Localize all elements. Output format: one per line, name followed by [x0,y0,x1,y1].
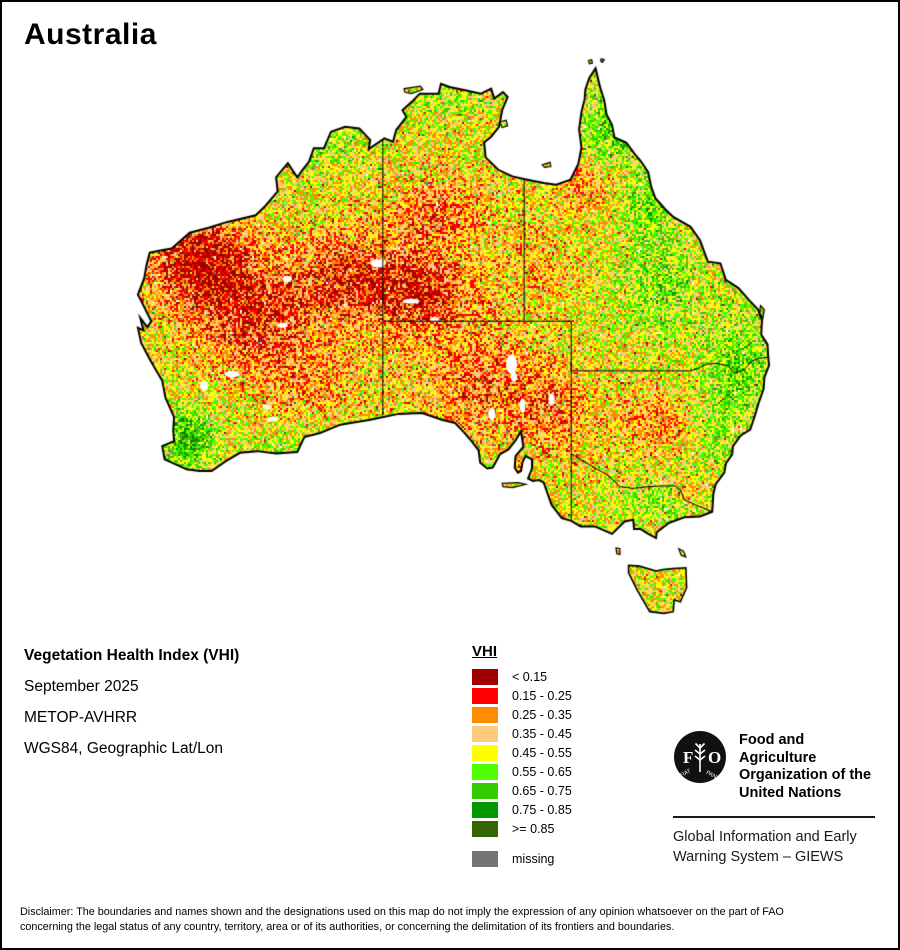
australia-vhi-map [122,54,802,629]
legend-swatch [472,783,498,799]
legend-row: 0.15 - 0.25 [472,688,642,704]
map-info-sensor: METOP-AVHRR [24,709,138,726]
legend-label: 0.75 - 0.85 [512,803,572,817]
legend-row: 0.75 - 0.85 [472,802,642,818]
legend-label: missing [512,852,555,866]
wheat-ear-icon [694,742,706,772]
legend-row: 0.25 - 0.35 [472,707,642,723]
legend-row: >= 0.85 [472,821,642,837]
legend-swatch [472,764,498,780]
legend-row: missing [472,851,642,867]
legend-row: 0.55 - 0.65 [472,764,642,780]
legend-label: 0.15 - 0.25 [512,689,572,703]
legend-swatch [472,726,498,742]
fao-org-name: Food and Agriculture Organization of the… [739,732,872,801]
map-info-block: Vegetation Health Index (VHI) September … [24,648,239,772]
svg-text:FIAT: FIAT [679,768,693,779]
legend-swatch [472,688,498,704]
legend-label: 0.35 - 0.45 [512,727,572,741]
svg-text:F: F [683,748,693,767]
map-info-title: Vegetation Health Index (VHI) [24,647,240,664]
fao-divider [673,816,875,818]
legend-label: >= 0.85 [512,822,555,836]
giews-name: Global Information and Early Warning Sys… [673,829,857,865]
legend-row: 0.45 - 0.55 [472,745,642,761]
legend-label: 0.55 - 0.65 [512,765,572,779]
disclaimer-text: Disclaimer: The boundaries and names sho… [20,905,880,934]
legend-rows: < 0.15 0.15 - 0.25 0.25 - 0.35 0.35 - 0.45 0… [472,669,642,867]
legend-swatch [472,802,498,818]
legend-label: 0.45 - 0.55 [512,746,572,760]
svg-text:O: O [708,748,721,767]
legend-row: < 0.15 [472,669,642,685]
fao-logo-icon: F O FIAT PANIS [674,731,726,783]
legend-row: 0.35 - 0.45 [472,726,642,742]
legend-title: VHI [472,643,498,660]
legend-swatch [472,669,498,685]
legend-label: 0.25 - 0.35 [512,708,572,722]
map-info-projection: WGS84, Geographic Lat/Lon [24,740,224,757]
disclaimer-line-2: concerning the legal status of any count… [20,920,675,933]
legend-row: 0.65 - 0.75 [472,783,642,799]
legend-label: < 0.15 [512,670,548,684]
legend-swatch [472,745,498,761]
legend-swatch [472,851,498,867]
legend-label: 0.65 - 0.75 [512,784,572,798]
fao-header: F O FIAT PANIS Food and Agriculture Orga… [673,730,883,802]
legend-swatch [472,821,498,837]
page-title: Australia [24,18,157,51]
legend-swatch [472,707,498,723]
disclaimer-line-1: Disclaimer: The boundaries and names sho… [20,906,784,918]
vhi-legend: VHI < 0.15 0.15 - 0.25 0.25 - 0.35 0.35 - 0… [472,643,642,870]
map-info-date: September 2025 [24,678,139,695]
fao-block: F O FIAT PANIS Food and Agriculture Orga… [673,730,883,867]
